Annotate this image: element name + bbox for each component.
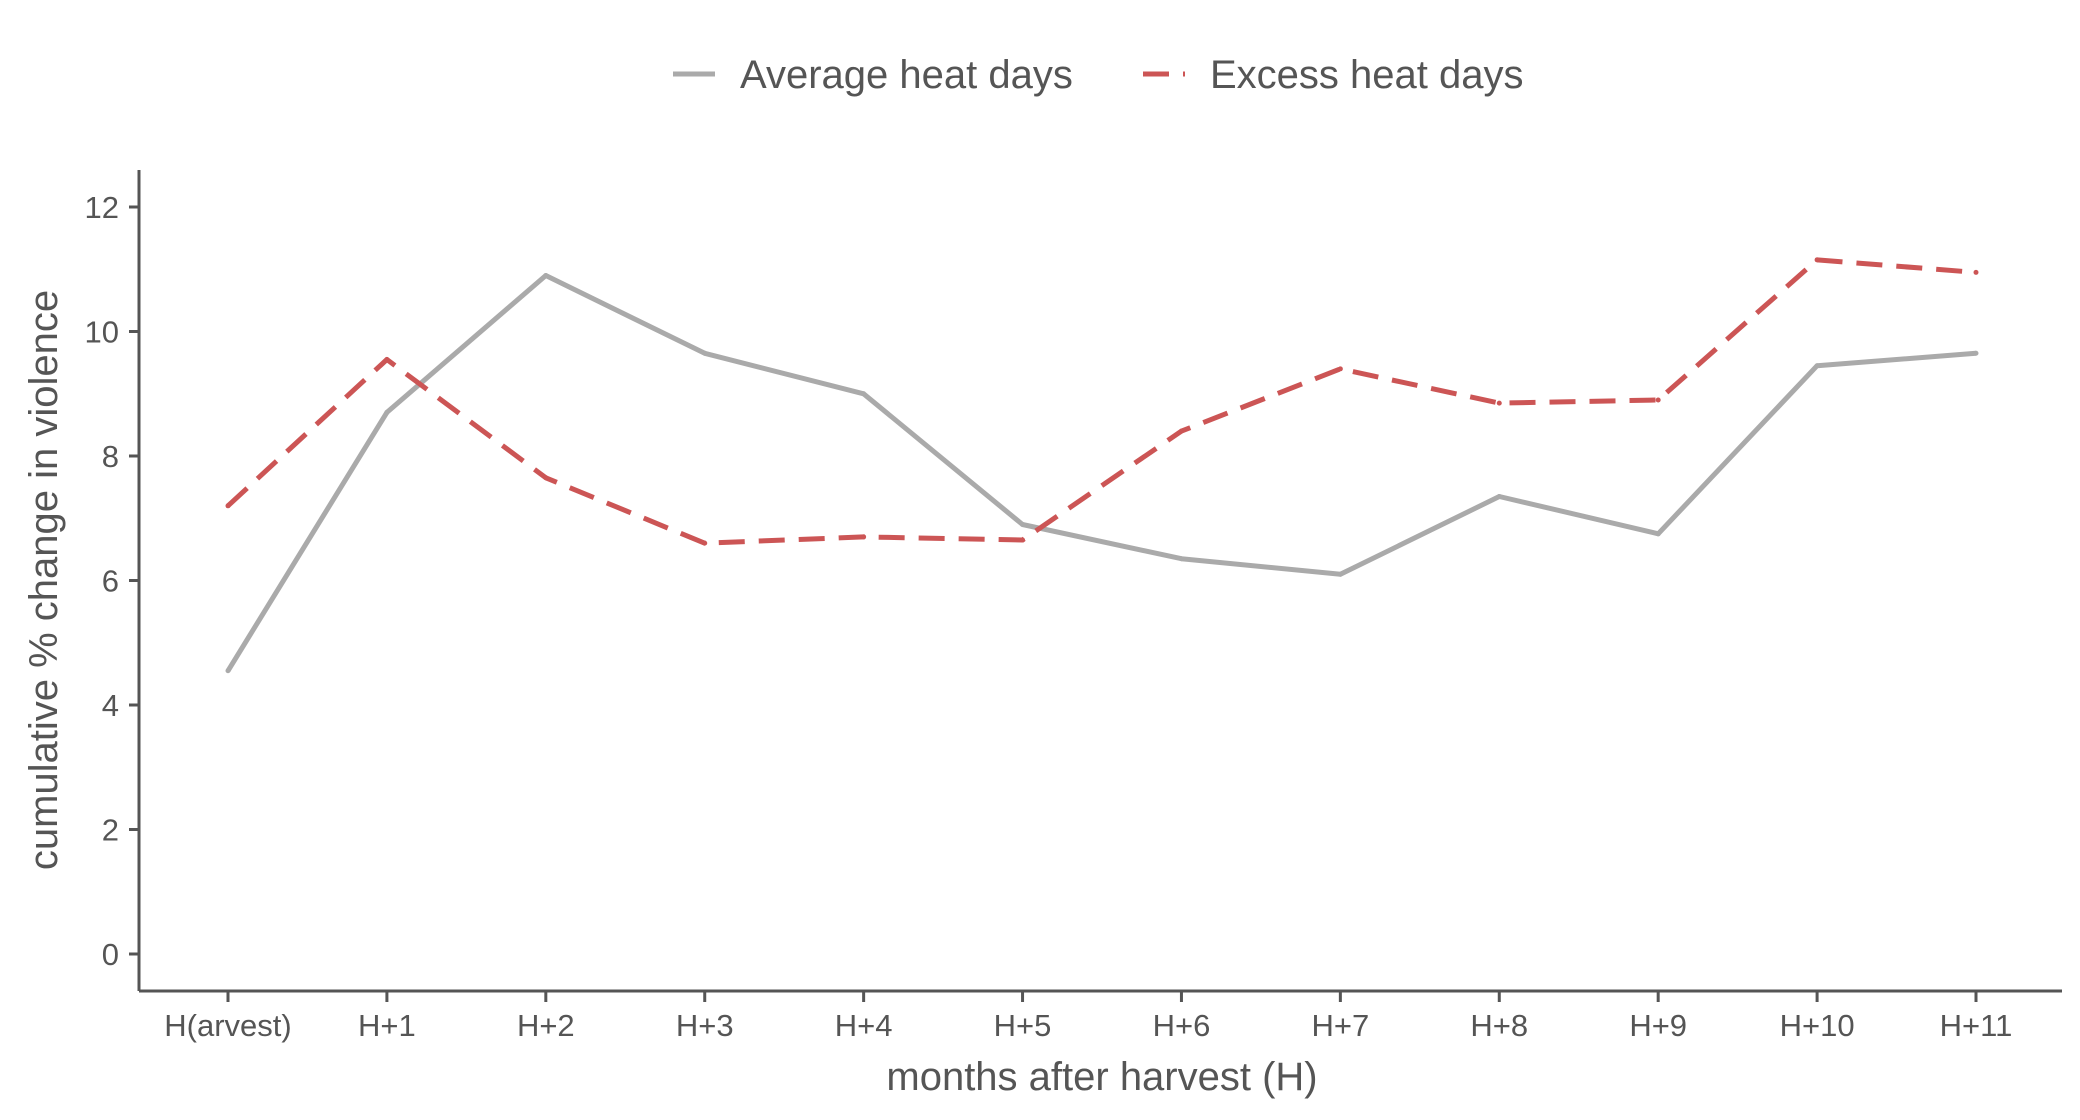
data-point-average-heat-days-h-11 xyxy=(1973,350,1979,356)
x-tick-label-h-5: H+5 xyxy=(994,1008,1052,1043)
data-point-excess-heat-days-h-6 xyxy=(1178,428,1184,434)
data-point-average-heat-days-h-4 xyxy=(861,391,867,397)
series-lines xyxy=(225,257,1979,674)
x-tick-label-h-10: H+10 xyxy=(1780,1008,1855,1043)
data-point-excess-heat-days-h-7 xyxy=(1337,366,1343,372)
y-tick-label-6: 6 xyxy=(102,564,119,599)
data-point-average-heat-days-h-8 xyxy=(1496,493,1502,499)
data-point-average-heat-days-h-1 xyxy=(384,409,390,415)
data-point-average-heat-days-h-5 xyxy=(1020,521,1026,527)
x-axis-title: months after harvest (H) xyxy=(886,1055,1317,1099)
axes xyxy=(137,170,2062,993)
data-point-excess-heat-days-h-8 xyxy=(1496,400,1502,406)
data-point-excess-heat-days-h-1 xyxy=(384,357,390,363)
data-point-excess-heat-days-h-3 xyxy=(702,540,708,546)
y-tick-label-2: 2 xyxy=(102,813,119,848)
x-tick-label-h-arvest: H(arvest) xyxy=(164,1008,291,1043)
x-tick-label-h-9: H+9 xyxy=(1629,1008,1687,1043)
x-ticks: H(arvest) H+1 H+2 H+3 H+4 H+5 H+6 H+7 H+8 H+9 H+10… xyxy=(164,991,2012,1043)
y-axis-title: cumulative % change in violence xyxy=(22,290,66,870)
x-tick-label-h-4: H+4 xyxy=(835,1008,893,1043)
data-point-excess-heat-days-h-11 xyxy=(1973,269,1979,275)
data-point-average-heat-days-h-3 xyxy=(702,350,708,356)
data-point-excess-heat-days-h-arvest xyxy=(225,503,231,509)
x-tick-label-h-2: H+2 xyxy=(517,1008,575,1043)
data-point-average-heat-days-h-2 xyxy=(543,272,549,278)
y-tick-label-10: 10 xyxy=(85,315,119,350)
data-point-average-heat-days-h-9 xyxy=(1655,531,1661,537)
y-ticks: 0 2 4 6 8 10 12 xyxy=(85,190,139,972)
x-tick-label-h-11: H+11 xyxy=(1940,1008,2013,1043)
data-point-excess-heat-days-h-2 xyxy=(543,475,549,481)
legend: Average heat days Excess heat days xyxy=(673,53,1524,97)
y-tick-label-8: 8 xyxy=(102,439,119,474)
data-point-average-heat-days-h-7 xyxy=(1337,571,1343,577)
legend-label-excess-heat-days: Excess heat days xyxy=(1210,53,1524,97)
data-point-excess-heat-days-h-4 xyxy=(861,534,867,540)
data-point-average-heat-days-h-6 xyxy=(1178,556,1184,562)
series-line-excess-heat-days xyxy=(226,257,1977,546)
x-tick-label-h-7: H+7 xyxy=(1311,1008,1369,1043)
y-tick-label-0: 0 xyxy=(102,937,119,972)
x-tick-label-h-1: H+1 xyxy=(358,1008,416,1043)
x-tick-label-h-8: H+8 xyxy=(1470,1008,1528,1043)
legend-label-average-heat-days: Average heat days xyxy=(740,53,1073,97)
y-tick-label-4: 4 xyxy=(102,688,119,723)
data-point-excess-heat-days-h-5 xyxy=(1020,537,1026,543)
x-tick-label-h-3: H+3 xyxy=(676,1008,734,1043)
data-point-excess-heat-days-h-10 xyxy=(1814,257,1820,263)
data-point-average-heat-days-h-arvest xyxy=(225,668,231,674)
data-point-average-heat-days-h-10 xyxy=(1814,363,1820,369)
x-tick-label-h-6: H+6 xyxy=(1153,1008,1211,1043)
data-point-excess-heat-days-h-9 xyxy=(1655,397,1661,403)
series-line-average-heat-days xyxy=(225,273,1977,673)
y-tick-label-12: 12 xyxy=(85,190,119,225)
